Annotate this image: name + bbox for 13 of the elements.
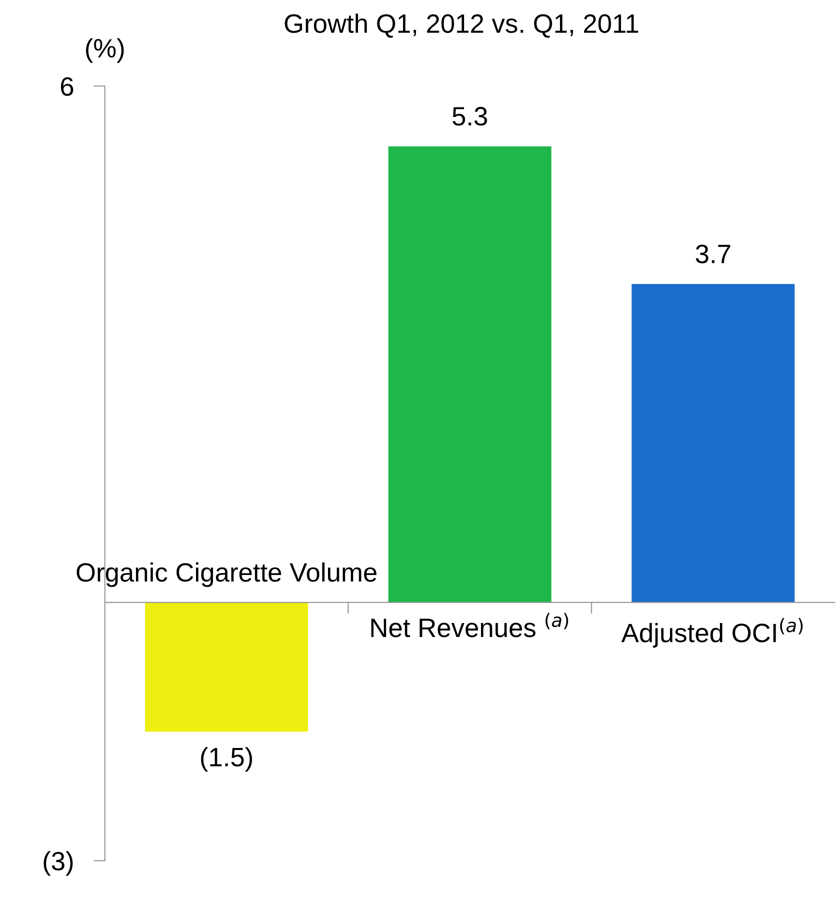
data-label: 3.7 [696,244,730,264]
bar [388,146,552,602]
x-tick-label: Net Revenues $^{(a)}$ [371,612,568,638]
data-label: (1.5) [201,747,252,772]
data-label: 5.3 [452,106,488,126]
x-tick-label: Adjusted OCI$^{(a)}$ [621,618,803,648]
bar [145,602,308,732]
y-axis-title: (%) [86,38,124,63]
y-tick-label: (3) [44,851,73,876]
y-tick-label: 6 [60,77,74,96]
x-tick-label: Organic Cigarette Volume [76,562,376,587]
chart-title: Growth Q1, 2012 vs. Q1, 2011 [284,14,638,38]
bar [632,284,795,602]
